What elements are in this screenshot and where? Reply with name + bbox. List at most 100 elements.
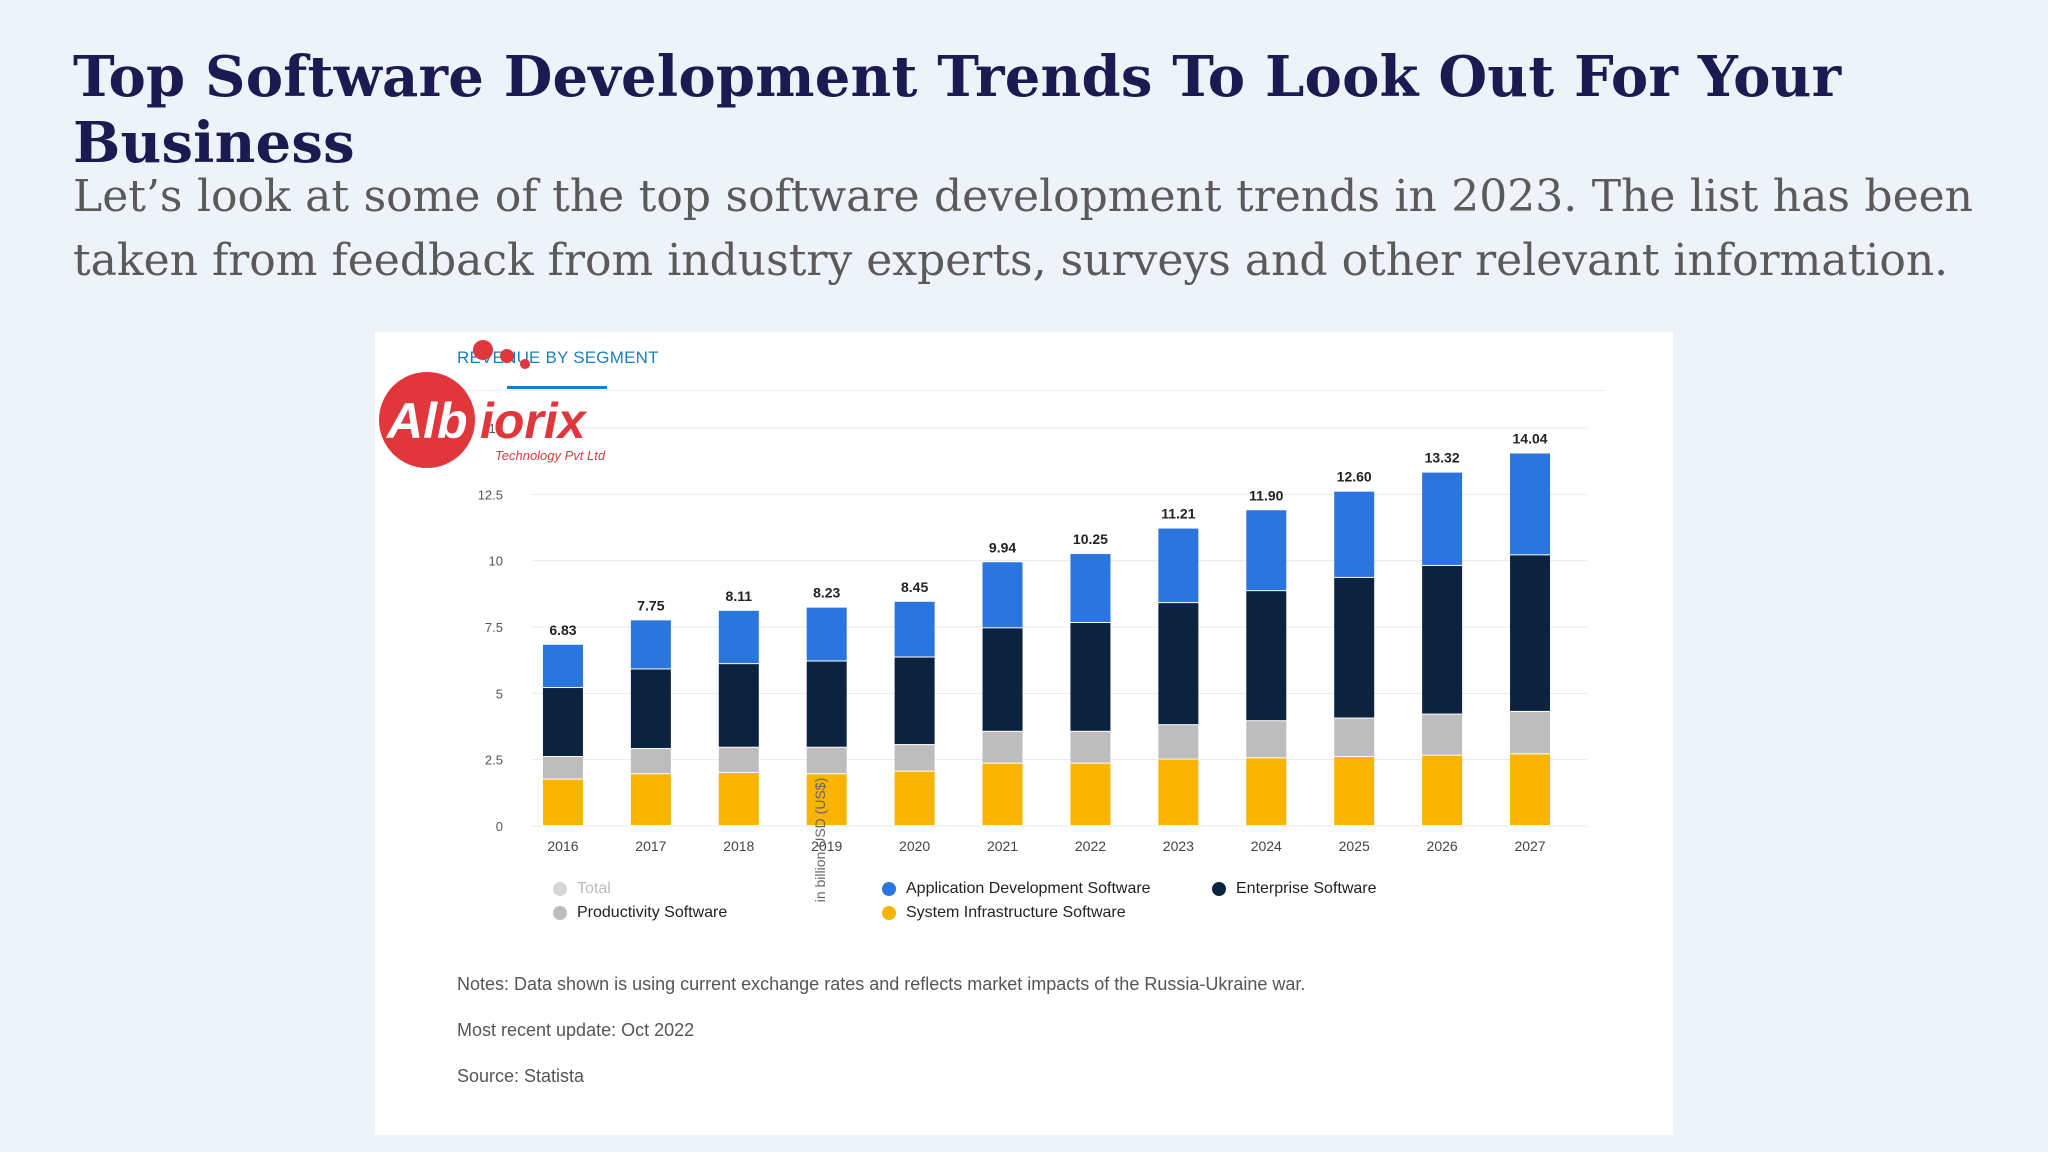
x-tick-label: 2018 (723, 838, 754, 854)
x-tick-label: 2019 (811, 838, 842, 854)
revenue-chart: 0 2.5 5 7.5 10 12.5 15 6.83 2016 7.75 2017 8.11 2018… (478, 421, 1587, 854)
bar-segment (718, 664, 759, 747)
bar-segment (982, 731, 1023, 763)
data-label: 9.94 (989, 539, 1016, 555)
data-label: 6.83 (549, 622, 576, 638)
y-tick-label: 2.5 (485, 753, 503, 768)
legend-dot (882, 882, 896, 896)
bar-segment (1422, 565, 1463, 714)
x-tick-label: 2024 (1251, 838, 1282, 854)
legend-dot (882, 906, 896, 920)
data-label: 14.04 (1513, 430, 1548, 446)
bar-segment (1422, 714, 1463, 755)
legend-item-sys-infra[interactable]: System Infrastructure Software (882, 904, 1126, 922)
x-tick-label: 2025 (1339, 838, 1370, 854)
data-label: 12.60 (1337, 469, 1372, 485)
y-tick-label: 10 (489, 554, 503, 569)
x-tick-label: 2023 (1163, 838, 1194, 854)
bar-segment (1246, 510, 1287, 591)
bar-segment (1246, 758, 1287, 825)
legend-dot (1212, 882, 1226, 896)
bar-segment (1510, 754, 1551, 825)
x-tick-label: 2017 (635, 838, 666, 854)
y-tick-label: 0 (496, 819, 503, 834)
bar-segment (806, 661, 847, 747)
y-tick-label: 12.5 (478, 487, 503, 502)
legend-item-productivity[interactable]: Productivity Software (553, 904, 727, 922)
bar-segment (982, 763, 1023, 825)
legend-label: System Infrastructure Software (906, 904, 1126, 921)
bar-segment (630, 669, 671, 749)
legend-item-total[interactable]: Total (553, 880, 611, 898)
bar-segment (542, 779, 583, 825)
bar-segment (1158, 725, 1199, 759)
logo-dot (520, 359, 530, 369)
x-tick-label: 2026 (1427, 838, 1458, 854)
legend-dot (553, 906, 567, 920)
bar-segment (1070, 763, 1111, 825)
intro-paragraph: Let’s look at some of the top software d… (73, 171, 1973, 286)
bar-segment (894, 657, 935, 745)
legend-label: Enterprise Software (1236, 880, 1377, 897)
bar-segment (894, 745, 935, 771)
bar-segment (1246, 721, 1287, 758)
title-rule (435, 390, 1605, 391)
data-label: 11.21 (1161, 506, 1195, 522)
x-tick-label: 2020 (899, 838, 930, 854)
x-tick-label: 2027 (1514, 838, 1545, 854)
bar-segment (542, 688, 583, 757)
bar-segment (806, 607, 847, 661)
data-label: 13.32 (1425, 450, 1460, 466)
y-tick-label: 15 (489, 421, 503, 436)
bar-segment (630, 774, 671, 825)
logo-tagline: Technology Pvt Ltd (495, 448, 606, 463)
data-label: 8.11 (726, 588, 753, 604)
bar-segment (1334, 491, 1375, 577)
bar-segment (1158, 759, 1199, 825)
logo-dot (473, 340, 493, 360)
bar-segment (806, 747, 847, 774)
bar-segment (630, 749, 671, 774)
bar-segment (1070, 623, 1111, 731)
logo-ring (379, 372, 475, 468)
bar-segment (1334, 718, 1375, 757)
bar-segment (718, 747, 759, 772)
legend-label: Productivity Software (577, 904, 728, 921)
chart-card: REVENUE BY SEGMENT 0 2.5 5 7.5 10 12.5 15 6.83 2… (375, 332, 1673, 1135)
bar-segment (1158, 528, 1199, 603)
bar-segment (1158, 603, 1199, 725)
chart-note: Notes: Data shown is using current excha… (457, 974, 1306, 994)
bar-segment (1422, 755, 1463, 825)
data-label: 11.90 (1249, 487, 1283, 503)
bar-segment (982, 562, 1023, 628)
bar-segment (1070, 731, 1111, 763)
albiorix-logo: Alb iorix Technology Pvt Ltd (379, 340, 606, 468)
logo-wordmark-a: Alb (385, 393, 468, 449)
bar-segment (630, 620, 671, 669)
bar-segment (1334, 577, 1375, 718)
bar-segment (894, 771, 935, 825)
x-tick-label: 2021 (987, 838, 1018, 854)
data-label: 8.23 (813, 585, 840, 601)
bar-segment (1422, 472, 1463, 565)
bar-segment (1334, 757, 1375, 825)
bar-segment (542, 757, 583, 779)
bar-segment (1246, 591, 1287, 721)
legend-label: Total (577, 880, 611, 897)
logo-dot (500, 349, 514, 363)
chart-source: Source: Statista (457, 1066, 585, 1086)
legend-item-enterprise[interactable]: Enterprise Software (1212, 880, 1377, 898)
bar-segment (1510, 711, 1551, 754)
chart-update: Most recent update: Oct 2022 (457, 1020, 695, 1040)
bar-segment (1510, 453, 1551, 555)
legend-dot (553, 882, 567, 896)
x-tick-label: 2022 (1075, 838, 1106, 854)
bar-segment (894, 601, 935, 657)
data-label: 8.45 (901, 579, 928, 595)
legend-label: Application Development Software (906, 880, 1151, 897)
legend-item-app-dev[interactable]: Application Development Software (882, 880, 1151, 898)
page-title: Top Software Development Trends To Look … (73, 44, 1842, 176)
logo-wordmark-b: iorix (480, 393, 588, 449)
bar-segment (1510, 555, 1551, 711)
bar-segment (1070, 554, 1111, 623)
